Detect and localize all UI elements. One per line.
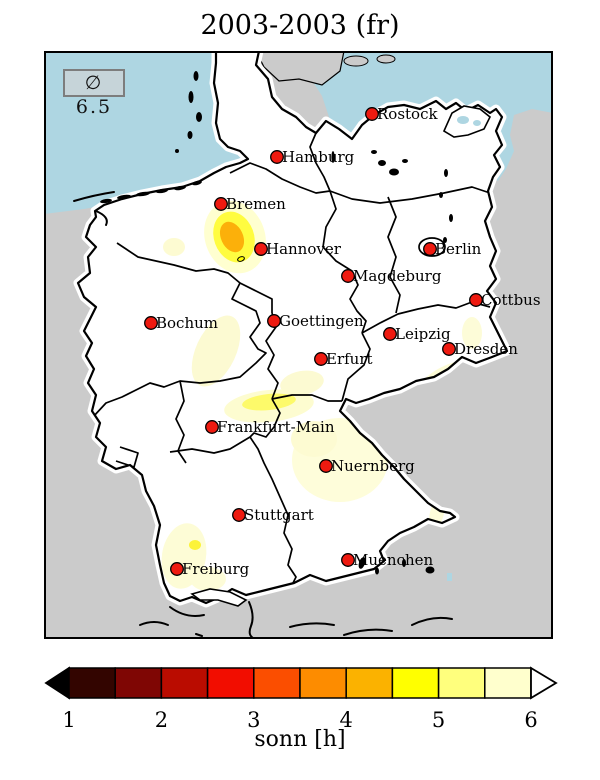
colorbar-segment [114, 667, 163, 699]
colorbar-tick-label: 4 [340, 708, 353, 732]
colorbar-axis-label: sonn [h] [254, 727, 346, 752]
colorbar-tick-label: 1 [62, 708, 75, 732]
map-area: Rostock Hamburg Bremen Hannover Berlin Magdeb… [44, 51, 553, 639]
city-label: Cottbus [481, 291, 541, 309]
city-label: Bochum [156, 314, 218, 332]
colorbar-svg: 1 2 3 4 5 6 [44, 666, 558, 732]
city-marker [267, 314, 281, 328]
colorbar-tick-label: 3 [247, 708, 260, 732]
city-label: Goettingen [279, 312, 364, 330]
city-label: Freiburg [182, 560, 250, 578]
city-marker [270, 150, 284, 164]
colorbar-tick-label: 6 [524, 708, 537, 732]
city-label: Hannover [266, 240, 342, 258]
city-label: Stuttgart [244, 506, 314, 524]
terrain-marks [73, 191, 453, 639]
colorbar-over-arrow [530, 666, 558, 700]
colorbar-segment [68, 667, 116, 699]
map-frame [44, 51, 553, 639]
colorbar-segment [484, 667, 532, 699]
city-label: Berlin [435, 240, 482, 258]
city-marker [383, 327, 397, 341]
city-marker [341, 553, 355, 567]
city-label: Bremen [226, 195, 286, 213]
plot-title: 2003-2003 (fr) [200, 10, 400, 41]
ruegen-island [442, 105, 492, 138]
city-label: Muenchen [353, 551, 433, 569]
city-marker [469, 293, 483, 307]
city-marker [170, 562, 184, 576]
city-label: Rostock [377, 105, 438, 123]
danish-island [343, 55, 369, 67]
city-label: Frankfurt-Main [217, 418, 335, 436]
city-marker [314, 352, 328, 366]
city-label: Dresden [454, 340, 518, 358]
colorbar-segment [253, 667, 301, 699]
colorbar-segment [345, 667, 394, 699]
city-label: Leipzig [395, 325, 451, 343]
germany-map: Rostock Hamburg Bremen Hannover Berlin Magdeb… [44, 51, 553, 639]
alpine-lake [447, 573, 452, 581]
city-marker [214, 197, 228, 211]
city-label: Nuernberg [331, 457, 415, 475]
city-marker [232, 508, 246, 522]
danish-island [376, 54, 396, 64]
colorbar: 1 2 3 4 5 6 [0, 655, 600, 780]
city-marker [319, 459, 333, 473]
city-marker [144, 316, 158, 330]
contour-patches [161, 200, 482, 591]
city-label: Erfurt [326, 350, 373, 368]
colorbar-segment [206, 667, 255, 699]
city-marker [205, 420, 219, 434]
colorbar-under-arrow [44, 666, 70, 700]
city-label: Magdeburg [353, 267, 442, 285]
city-marker [365, 107, 379, 121]
germany-border [76, 51, 509, 605]
city-marker [442, 342, 456, 356]
city-layer: Rostock Hamburg Bremen Hannover Berlin Magdeb… [144, 105, 541, 578]
colorbar-segment [437, 667, 486, 699]
colorbar-segment [160, 667, 209, 699]
colorbar-tick-label: 5 [432, 708, 445, 732]
islands-and-lakes [100, 71, 453, 575]
colorbar-segment [299, 667, 347, 699]
colorbar-segment [391, 667, 440, 699]
city-marker [423, 242, 437, 256]
city-label: Hamburg [282, 148, 355, 166]
city-marker [254, 242, 268, 256]
denmark-land [255, 51, 345, 86]
state-borders [92, 132, 491, 586]
colorbar-tick-label: 2 [155, 708, 168, 732]
mean-value-box: ∅ 6.5 [63, 69, 125, 118]
city-marker [341, 269, 355, 283]
bodensee-lake [190, 588, 248, 607]
